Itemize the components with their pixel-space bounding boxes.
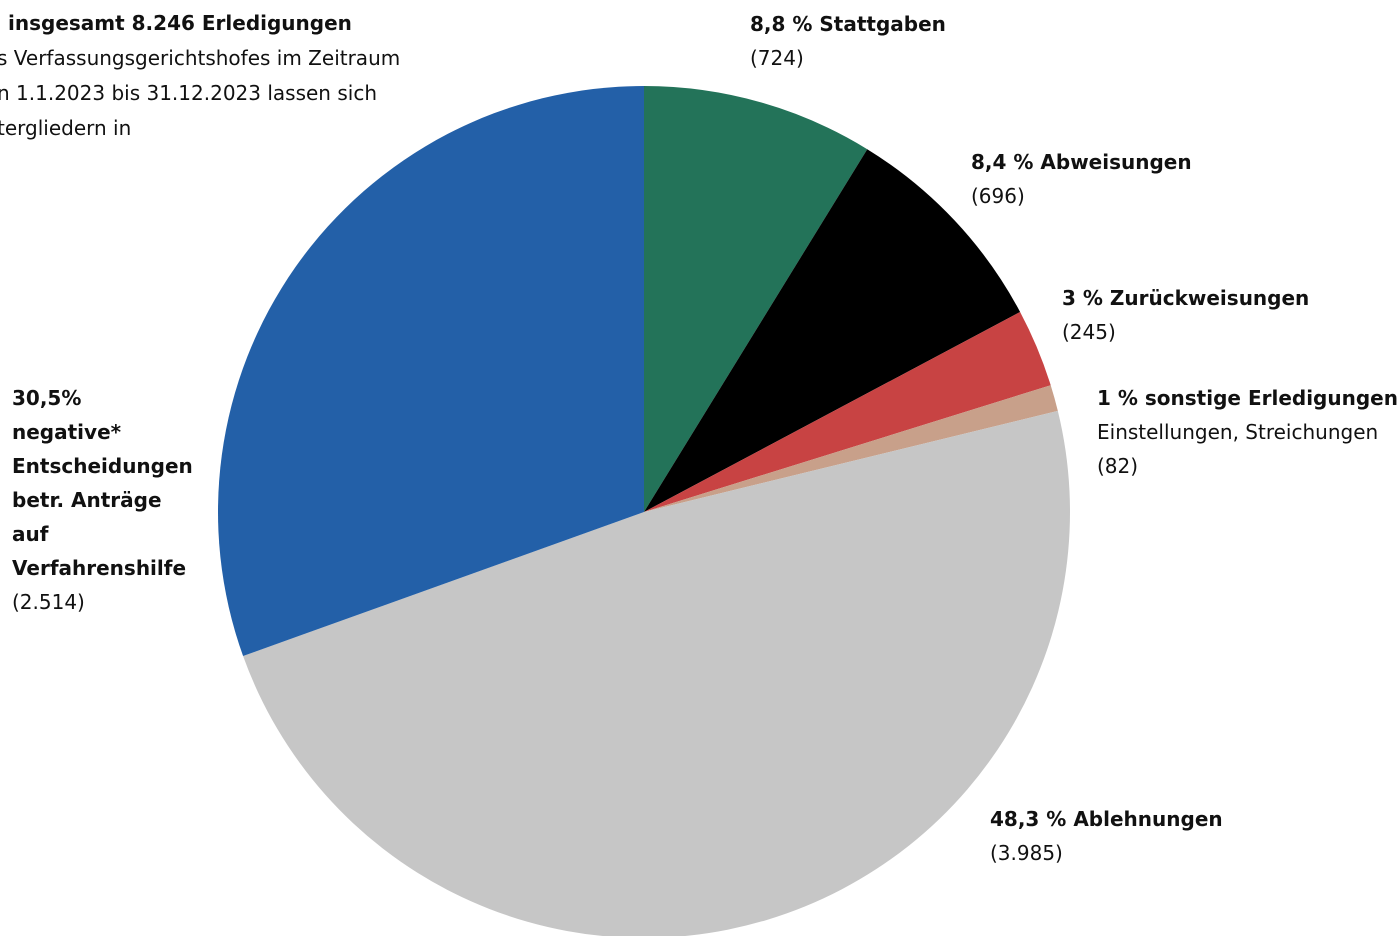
slice-label: 48,3 % Ablehnungen (3.985) <box>990 802 1223 870</box>
percent-label: 3 % <box>1062 286 1103 310</box>
slice-label: 30,5% negative* Entscheidungen betr. Antr… <box>12 381 202 619</box>
value-label: (724) <box>750 46 804 70</box>
slice-heading: 48,3 % Ablehnungen <box>990 802 1223 836</box>
pie-slice <box>644 385 1058 512</box>
annotation: Einstellungen, Streichungen <box>1097 420 1379 444</box>
category-label: Stattgaben <box>819 12 946 36</box>
percent-label: 48,3 % <box>990 807 1067 831</box>
percent-label: 30,5% <box>12 386 82 410</box>
slice-heading: 8,4 % Abweisungen <box>971 145 1192 179</box>
slice-heading: 1 % sonstige Erledigungen <box>1097 381 1398 415</box>
percent-label: 1 % <box>1097 386 1138 410</box>
slice-heading: 30,5% negative* Entscheidungen betr. Antr… <box>12 381 202 585</box>
slice-label: 8,4 % Abweisungen (696) <box>971 145 1192 213</box>
value-label: (82) <box>1097 454 1139 478</box>
category-label: negative* Entscheidungen betr. Anträge a… <box>12 420 193 580</box>
percent-label: 8,8 % <box>750 12 813 36</box>
subtitle-line: tergliedern in <box>0 116 132 140</box>
value-label: (696) <box>971 184 1025 208</box>
slice-label: 8,8 % Stattgaben (724) <box>750 7 946 75</box>
slice-heading: 8,8 % Stattgaben <box>750 7 946 41</box>
pie-slice <box>644 149 1021 513</box>
slice-label: 3 % Zurückweisungen (245) <box>1062 281 1309 349</box>
subtitle-line: n 1.1.2023 bis 31.12.2023 lassen sich <box>0 81 377 105</box>
category-label: sonstige Erledigungen <box>1144 386 1398 410</box>
pie-slice <box>217 86 644 656</box>
slice-label: 1 % sonstige Erledigungen Einstellungen, … <box>1097 381 1398 483</box>
slice-heading: 3 % Zurückweisungen <box>1062 281 1309 315</box>
category-label: Ablehnungen <box>1073 807 1223 831</box>
pie-slice <box>243 410 1071 936</box>
pie-slice <box>644 86 868 512</box>
chart-title: insgesamt 8.246 Erledigungen <box>8 11 352 35</box>
category-label: Abweisungen <box>1040 150 1192 174</box>
value-label: (3.985) <box>990 841 1063 865</box>
value-label: (245) <box>1062 320 1116 344</box>
category-label: Zurückweisungen <box>1109 286 1310 310</box>
subtitle-line: s Verfassungsgerichtshofes im Zeitraum <box>0 46 401 70</box>
pie-slice <box>644 311 1051 512</box>
percent-label: 8,4 % <box>971 150 1034 174</box>
value-label: (2.514) <box>12 590 85 614</box>
